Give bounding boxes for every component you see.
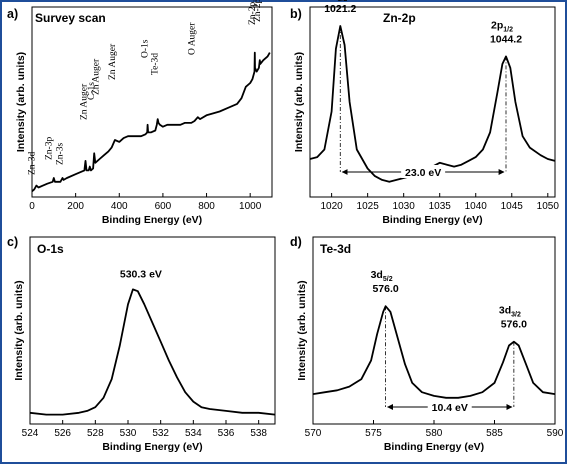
peak-value-label: 1044.2 [490, 33, 522, 45]
x-tick-label: 1050 [537, 201, 560, 212]
separation-label: 23.0 eV [405, 167, 441, 179]
panel-a-label: a) [7, 7, 18, 21]
peak-name-subscript: 5/2 [383, 276, 393, 283]
x-tick-label: 1030 [393, 201, 416, 212]
panel-1-group: 1020 1025 1030 1035 1040 1045 1050 Binding Ener… [293, 0, 559, 226]
panel-3-group: 570 575 580 585 590 Binding Energy (eV) Intens… [296, 236, 564, 453]
panel-d-label: d) [290, 235, 302, 249]
separation-label-bg [427, 400, 472, 413]
x-tick-label: 536 [218, 428, 235, 439]
spectrum-line [309, 25, 556, 183]
plot-frame [31, 6, 273, 198]
x-tick-label: 1025 [357, 201, 380, 212]
peak-label: Zn Auger [92, 58, 102, 95]
x-tick-label: 1040 [465, 201, 488, 212]
peak-value-label: 1021.2 [324, 3, 356, 15]
peak-label: Zn Auger [108, 43, 118, 80]
separation-label-bg [401, 165, 446, 178]
peak-name-label: 3d5/2 [371, 269, 393, 283]
peak-label: O-1s [141, 39, 151, 58]
panel-2-group: 524 526 528 530 532 534 536 538 Binding Energy (… [13, 236, 276, 453]
panel-a-title: Survey scan [35, 11, 106, 25]
peak-label-subscript: 3/2 [252, 0, 259, 2]
spectrum-line [31, 51, 271, 192]
x-tick-label: 1035 [429, 201, 452, 212]
x-axis-label: Binding Energy (eV) [102, 441, 202, 453]
x-tick-label: 538 [250, 428, 267, 439]
peak-value-label: 576.0 [372, 283, 398, 295]
x-tick-label: 585 [486, 428, 503, 439]
peak-name-label: 2p1/2 [491, 19, 513, 33]
plot-frame [29, 236, 276, 425]
peak-name-label: 3d3/2 [499, 305, 521, 319]
x-tick-label: 526 [54, 428, 71, 439]
x-tick-label: 590 [547, 428, 564, 439]
panel-b-label: b) [290, 7, 302, 21]
spectrum-line [312, 305, 556, 399]
peak-name-subscript: 3/2 [511, 312, 521, 319]
x-tick-label: 575 [365, 428, 382, 439]
peak-label: C-1s [87, 82, 97, 100]
panel-b-title: Zn-2p [383, 11, 416, 25]
x-tick-label: 532 [152, 428, 169, 439]
peak-label: Zn-3s [56, 143, 66, 165]
x-tick-label: 600 [155, 201, 172, 212]
x-tick-label: 1020 [320, 201, 343, 212]
x-axis-label: Binding Energy (eV) [382, 214, 482, 226]
x-tick-label: 580 [426, 428, 443, 439]
peak-label: Te-3d [151, 53, 161, 75]
y-axis-label: Intensity (arb. units) [13, 280, 25, 380]
peak-label: O Auger [188, 22, 198, 55]
x-axis-label: Binding Energy (eV) [102, 214, 202, 226]
plot-frame [309, 6, 556, 198]
x-tick-label: 400 [111, 201, 128, 212]
peak-value-label: 530.3 eV [120, 268, 162, 280]
peak-label: Zn-3d [28, 152, 38, 175]
y-axis-label: Intensity (arb. units) [296, 280, 308, 380]
x-tick-label: 1045 [501, 201, 524, 212]
x-tick-label: 200 [67, 201, 84, 212]
x-tick-label: 0 [29, 201, 35, 212]
x-tick-label: 570 [305, 428, 322, 439]
peak-name-subscript: 1/2 [503, 26, 513, 33]
peak-label: Zn-3p [45, 137, 55, 160]
x-tick-label: 1000 [239, 201, 262, 212]
y-axis-label: Intensity (arb. units) [293, 52, 305, 152]
x-tick-label: 524 [22, 428, 39, 439]
separation-label: 10.4 eV [432, 402, 468, 414]
spectrum-line [29, 288, 276, 416]
x-tick-label: 530 [120, 428, 137, 439]
peak-label: Zn Auger [80, 83, 90, 120]
x-tick-label: 528 [87, 428, 104, 439]
peak-label: Zn-2p1/2 [253, 0, 264, 22]
peak-name-subscript: 3/2 [338, 0, 348, 3]
peak-label: Zn-2p3/2 [248, 0, 259, 25]
x-tick-label: 534 [185, 428, 202, 439]
panel-d-title: Te-3d [320, 242, 351, 256]
peak-value-label: 576.0 [501, 319, 527, 331]
x-tick-label: 800 [198, 201, 215, 212]
panel-c-label: c) [7, 235, 18, 249]
panel-c-title: O-1s [37, 242, 64, 256]
x-axis-label: Binding Energy (eV) [384, 441, 484, 453]
panel-0-group: 0 200 400 600 800 1000 Binding Energy (eV) Inte… [15, 0, 273, 226]
y-axis-label: Intensity (arb. units) [15, 52, 27, 152]
